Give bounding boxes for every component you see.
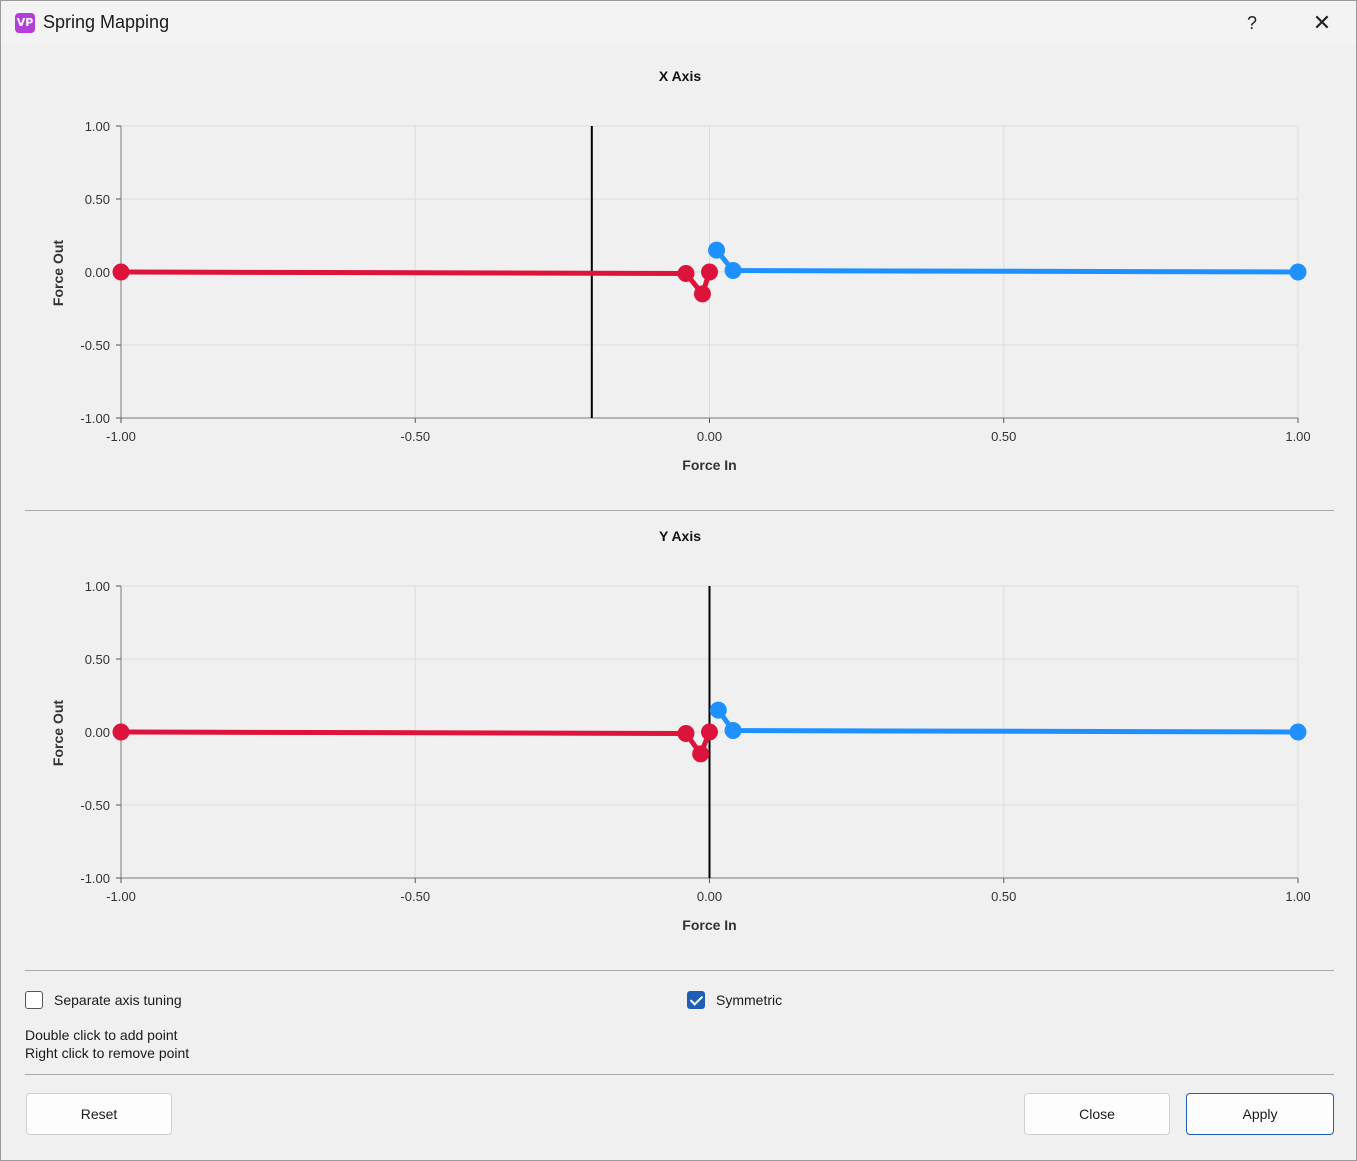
curve-series-0 [118, 269, 712, 297]
x-axis-chart[interactable]: X Axis -1.00 -0.50 0.00 0.50 1.00 1.00 0.50 0.00… [1, 45, 1357, 485]
y-tick-label: 1.00 [85, 579, 110, 594]
control-point[interactable] [692, 745, 710, 763]
x-tick-label: 1.00 [1285, 889, 1310, 904]
y-tick-label: -0.50 [80, 338, 110, 353]
symmetric-checkbox[interactable] [687, 991, 705, 1009]
y-tick-label: 1.00 [85, 119, 110, 134]
app-icon: VP [15, 13, 35, 33]
separate-axis-label: Separate axis tuning [54, 992, 182, 1008]
hint-add-point: Double click to add point [25, 1027, 178, 1043]
y-tick-label: -1.00 [80, 411, 110, 426]
x-tick-label: 0.00 [697, 429, 722, 444]
close-button[interactable]: Close [1024, 1093, 1170, 1135]
control-point[interactable] [112, 263, 130, 281]
buttons-divider [25, 1074, 1334, 1075]
control-point[interactable] [677, 264, 695, 282]
x-tick-label: -0.50 [400, 889, 430, 904]
y-axis-label: Force Out [50, 240, 66, 306]
x-tick-label: 0.50 [991, 889, 1016, 904]
x-tick-label: -1.00 [106, 429, 136, 444]
x-tick-label: 0.50 [991, 429, 1016, 444]
control-point[interactable] [677, 724, 695, 742]
help-button[interactable]: ? [1246, 13, 1257, 33]
y-axis-chart-svg[interactable]: Y Axis -1.00 -0.50 0.00 0.50 1.00 1.00 0.50 0.00… [1, 505, 1357, 945]
control-point[interactable] [709, 701, 727, 719]
control-point[interactable] [708, 241, 726, 259]
control-point[interactable] [112, 723, 130, 741]
symmetric-label: Symmetric [716, 992, 783, 1008]
x-axis-chart-svg[interactable]: X Axis -1.00 -0.50 0.00 0.50 1.00 1.00 0.50 0.00… [1, 45, 1357, 485]
curve-series-1 [714, 247, 1301, 275]
control-point[interactable] [1289, 723, 1307, 741]
control-point[interactable] [1289, 263, 1307, 281]
x-axis-label: Force In [682, 457, 736, 473]
x-tick-label: -1.00 [106, 889, 136, 904]
y-axis-label: Force Out [50, 700, 66, 766]
window-title: Spring Mapping [43, 12, 170, 32]
y-tick-label: 0.00 [85, 265, 110, 280]
curve-series-0 [118, 729, 712, 757]
control-point[interactable] [701, 723, 718, 741]
y-tick-label: 0.00 [85, 725, 110, 740]
control-point[interactable] [693, 285, 711, 303]
control-point[interactable] [724, 722, 742, 740]
y-tick-label: 0.50 [85, 652, 110, 667]
x-tick-label: 0.00 [697, 889, 722, 904]
y-tick-label: 0.50 [85, 192, 110, 207]
reset-button[interactable]: Reset [26, 1093, 172, 1135]
separate-axis-checkbox[interactable] [25, 991, 43, 1009]
curve-series-1 [715, 707, 1301, 735]
x-axis-label: Force In [682, 917, 736, 933]
y-tick-label: -0.50 [80, 798, 110, 813]
hint-remove-point: Right click to remove point [25, 1045, 190, 1061]
control-point[interactable] [701, 263, 718, 281]
y-axis-chart[interactable]: Y Axis -1.00 -0.50 0.00 0.50 1.00 1.00 0.50 0.00… [1, 505, 1357, 945]
y-tick-label: -1.00 [80, 871, 110, 886]
control-point[interactable] [724, 262, 742, 280]
chart-title: X Axis [659, 68, 701, 84]
apply-button[interactable]: Apply [1186, 1093, 1334, 1135]
close-icon[interactable]: ✕ [1312, 10, 1332, 35]
x-tick-label: -0.50 [400, 429, 430, 444]
symmetric-option[interactable]: Symmetric [687, 991, 782, 1009]
options-divider [25, 970, 1334, 971]
chart-title: Y Axis [659, 528, 701, 544]
title-bar: VP Spring Mapping ? ✕ [1, 1, 1356, 45]
separate-axis-tuning-option[interactable]: Separate axis tuning [25, 991, 182, 1009]
chart-divider [25, 510, 1334, 511]
x-tick-label: 1.00 [1285, 429, 1310, 444]
